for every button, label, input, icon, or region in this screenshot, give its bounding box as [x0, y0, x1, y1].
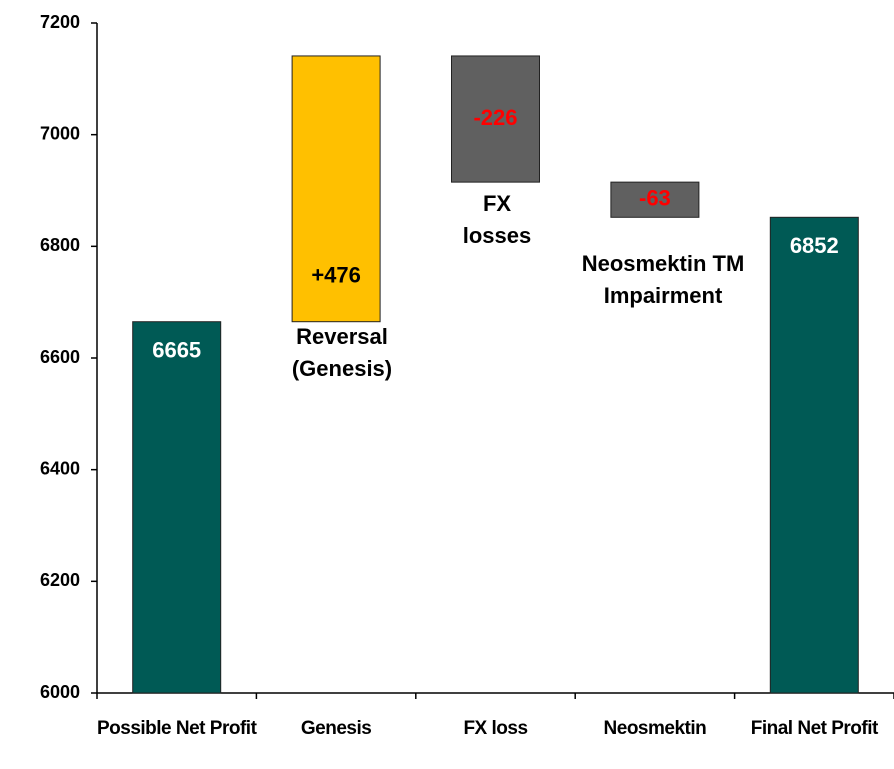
x-tick-label: Final Net Profit — [750, 718, 879, 739]
bar — [132, 321, 222, 694]
annotation: FX — [483, 191, 511, 216]
bar — [610, 181, 700, 218]
annotation: Reversal — [296, 324, 388, 349]
bar — [769, 216, 859, 694]
y-tick-label: 7000 — [40, 123, 80, 143]
annotation: (Genesis) — [292, 356, 392, 381]
value-label: -226 — [473, 105, 517, 130]
bar — [291, 55, 381, 323]
y-tick-label: 6400 — [40, 458, 80, 478]
x-tick-label: Possible Net Profit — [96, 718, 257, 739]
value-label: -63 — [639, 186, 671, 211]
bar — [451, 55, 540, 183]
y-tick-label: 6600 — [40, 347, 80, 367]
y-tick-label: 6200 — [40, 570, 80, 590]
annotation: Neosmektin TM — [582, 251, 745, 276]
x-tick-label: Genesis — [300, 718, 372, 739]
x-tick-label: Neosmektin — [603, 718, 707, 739]
annotation: losses — [463, 223, 532, 248]
x-tick-label: FX loss — [463, 718, 528, 739]
value-label: 6852 — [790, 233, 839, 258]
y-tick-label: 6800 — [40, 235, 80, 255]
y-tick-label: 6000 — [40, 682, 80, 702]
y-tick-label: 7200 — [40, 12, 80, 32]
value-label: 6665 — [152, 338, 201, 363]
annotation: Impairment — [604, 283, 723, 308]
value-label: +476 — [311, 263, 361, 288]
